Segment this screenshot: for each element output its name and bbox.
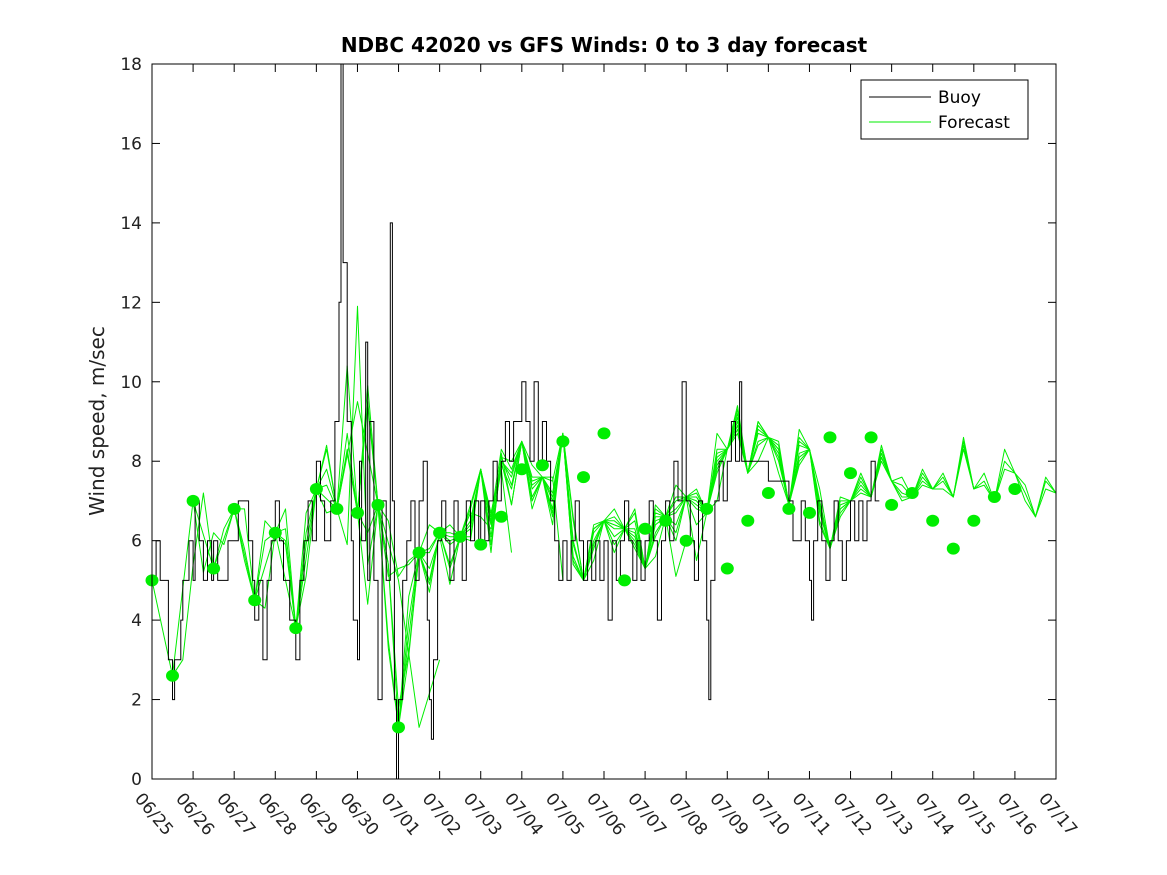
forecast-marker-20 [556,435,570,448]
forecast-marker-14 [433,526,447,539]
forecast-marker-21 [577,471,590,484]
forecast-marker-4 [227,502,241,515]
forecast-marker-26 [679,534,693,547]
forecast-marker-36 [885,498,899,511]
forecast-marker-5 [248,594,262,607]
forecast-marker-37 [905,487,919,499]
forecast-marker-3 [207,562,221,575]
forecast-marker-39 [946,542,960,555]
y-tick-label-6: 12 [120,293,142,313]
buoy-line [152,63,880,780]
forecast-marker-42 [1008,483,1022,495]
forecast-marker-1 [166,669,179,682]
y-tick-label-1: 2 [131,691,142,711]
forecast-marker-7 [289,622,303,635]
forecast-marker-31 [782,502,796,515]
y-tick-label-0: 0 [131,770,142,790]
legend-buoy-label: Buoy [938,88,981,108]
forecast-marker-11 [371,498,385,511]
forecast-marker-9 [330,502,344,515]
y-tick-label-9: 18 [120,55,142,75]
forecast-marker-10 [351,506,364,519]
forecast-marker-34 [844,467,857,480]
forecast-marker-40 [967,514,981,527]
forecast-marker-41 [987,491,1001,503]
y-axis-label: Wind speed, m/sec [85,326,109,516]
forecast-marker-12 [392,721,405,734]
forecast-marker-27 [700,502,714,515]
forecast-marker-25 [659,514,673,527]
forecast-marker-28 [720,562,734,575]
chart-title: NDBC 42020 vs GFS Winds: 0 to 3 day fore… [341,33,868,57]
forecast-marker-8 [309,483,323,495]
forecast-marker-30 [761,487,775,499]
forecast-marker-18 [515,463,529,476]
forecast-marker-22 [597,427,611,440]
legend-forecast-label: Forecast [938,113,1010,133]
y-tick-label-8: 16 [120,134,142,154]
forecast-marker-23 [618,574,631,587]
forecast-marker-13 [412,546,426,559]
forecast-marker-19 [535,459,549,472]
forecast-marker-6 [268,526,282,539]
forecast-marker-16 [474,538,488,551]
forecast-marker-24 [638,522,652,535]
forecast-marker-33 [823,431,837,444]
y-tick-label-7: 14 [120,214,142,234]
y-tick-label-3: 6 [131,532,142,552]
forecast-marker-17 [494,510,508,523]
y-tick-label-2: 4 [131,611,142,631]
forecast-marker-15 [453,530,467,543]
legend-box [860,79,1029,140]
forecast-marker-35 [864,431,878,444]
forecast-marker-38 [926,514,940,527]
forecast-marker-2 [186,494,200,507]
forecast-marker-32 [803,506,816,519]
forecast-marker-29 [741,514,755,527]
series-layer [145,63,1057,780]
legend: Buoy Forecast [860,79,1029,140]
forecast-run-line-1 [172,405,512,708]
y-tick-label-4: 8 [131,452,142,472]
y-tick-label-5: 10 [120,373,142,393]
